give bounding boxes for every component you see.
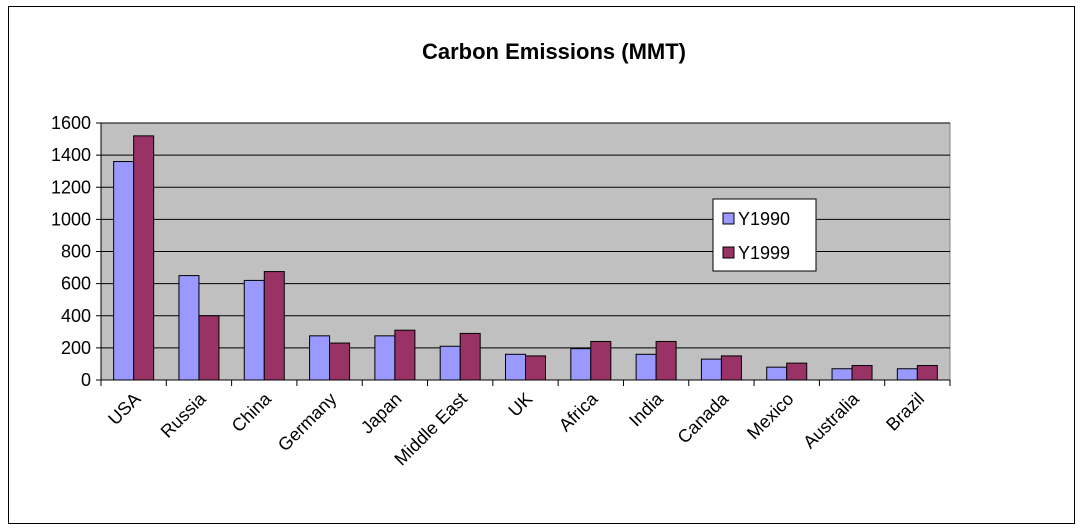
bar-y1990-middle-east (439, 345, 461, 381)
bar-y1999-germany (329, 342, 351, 381)
legend-swatch (722, 246, 735, 259)
x-tick-label: Mexico (743, 389, 797, 443)
x-tick-label: Japan (357, 389, 406, 438)
bar-y1990-japan (374, 335, 396, 381)
chart-canvas: Carbon Emissions (MMT) 0 200 400 600 800 1000… (51, 39, 951, 469)
x-tick-label: Africa (555, 388, 602, 435)
bar-y1999-africa (590, 340, 612, 381)
bar-y1999-china (263, 271, 285, 381)
bar-y1990-uk (505, 353, 526, 381)
bar-y1990-china (243, 279, 265, 381)
x-tick-label: UK (504, 389, 536, 421)
legend-label: Y1990 (738, 209, 790, 229)
legend-box (712, 198, 817, 272)
y-tick-label: 800 (61, 242, 91, 262)
x-tick-label: USA (104, 389, 144, 429)
y-tick-label: 600 (61, 274, 91, 294)
x-tick-label: Canada (674, 388, 733, 447)
gridlines (101, 122, 950, 349)
bar-y1990-india (635, 353, 657, 381)
bar-y1999-australia (851, 365, 873, 381)
y-tick-label: 0 (81, 370, 91, 390)
bar-y1999-mexico (786, 362, 808, 381)
x-tick-label: Russia (157, 388, 211, 442)
y-tick-label: 1200 (51, 177, 91, 197)
bars (113, 135, 938, 381)
legend: Y1990 Y1999 (712, 198, 817, 272)
bar-y1990-mexico (766, 366, 788, 381)
y-tick-label: 400 (61, 306, 91, 326)
x-tick-label: Australia (799, 388, 863, 452)
x-tick-label: Germany (274, 389, 340, 455)
chart-frame: Carbon Emissions (MMT) 0 200 400 600 800 1000… (8, 6, 1075, 524)
y-tick-label: 1400 (51, 145, 91, 165)
bar-y1999-russia (198, 315, 220, 381)
x-tick-label: Brazil (882, 389, 928, 435)
bar-y1999-usa (133, 135, 155, 381)
y-tick-label: 1600 (51, 113, 91, 133)
legend-swatch (722, 212, 735, 225)
bar-y1990-brazil (896, 368, 918, 381)
bar-y1990-australia (831, 368, 853, 381)
x-tick-label: China (228, 388, 276, 436)
chart-title: Carbon Emissions (MMT) (422, 39, 686, 64)
bar-y1990-africa (570, 348, 592, 381)
bar-y1999-canada (720, 355, 742, 381)
legend-label: Y1999 (738, 243, 790, 263)
bar-y1999-india (655, 340, 677, 381)
bar-y1999-uk (525, 355, 546, 381)
bar-y1999-japan (394, 329, 416, 381)
bar-y1990-usa (113, 161, 135, 381)
bar-y1990-canada (700, 358, 722, 381)
bar-y1990-germany (309, 335, 331, 381)
bar-y1999-middle-east (459, 332, 481, 381)
x-tick-label: India (625, 388, 667, 430)
bar-y1999-brazil (916, 365, 938, 381)
bar-y1990-russia (178, 275, 200, 381)
y-tick-label: 1000 (51, 209, 91, 229)
y-tick-label: 200 (61, 338, 91, 358)
